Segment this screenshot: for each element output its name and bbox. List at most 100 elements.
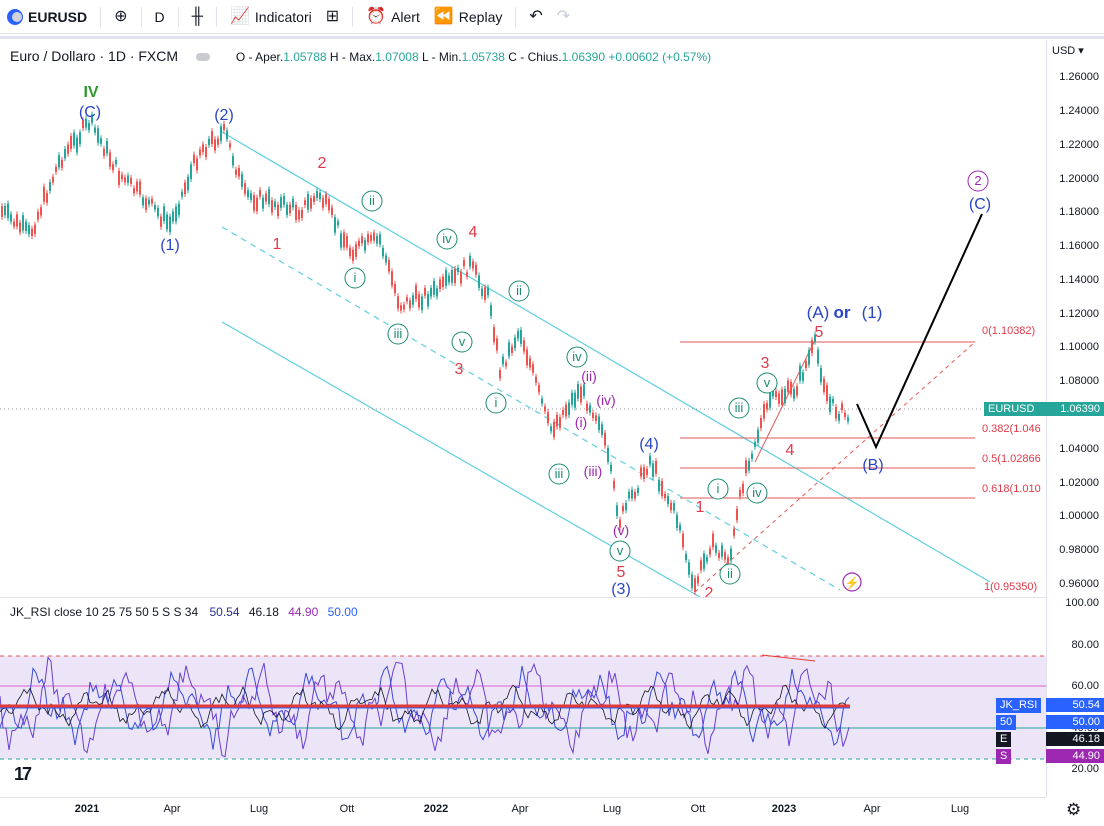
- candle-body: [787, 380, 789, 392]
- candle-body: [478, 275, 480, 288]
- indicators-button[interactable]: 📈 Indicatori: [223, 0, 319, 33]
- candle-body: [22, 215, 24, 231]
- candle-body: [475, 264, 477, 275]
- candle-body: [580, 386, 582, 403]
- candle-body: [523, 340, 525, 352]
- candle-body: [271, 200, 273, 213]
- chart-type-button[interactable]: ╫: [185, 0, 210, 33]
- wave-circle: [566, 346, 588, 368]
- candle-body: [259, 190, 261, 197]
- wave-red-2: 2: [318, 155, 327, 172]
- candle-body: [187, 176, 189, 191]
- visibility-toggle[interactable]: [195, 53, 210, 62]
- candle-body: [262, 197, 264, 209]
- candle-body: [166, 214, 168, 230]
- add-symbol-button[interactable]: ⊕: [107, 0, 134, 33]
- wave-red-4: 4: [469, 224, 478, 241]
- wave-circle-label: iv: [442, 231, 452, 246]
- candle-body: [517, 331, 519, 339]
- candle-body: [796, 386, 798, 396]
- candle-body: [811, 340, 813, 354]
- wave-circle-label: iii: [394, 326, 403, 341]
- low-value: 1.05738: [461, 50, 505, 64]
- wave-purple-label: (ii): [581, 368, 597, 384]
- grid-icon: ⊞: [325, 7, 340, 25]
- candle-body: [601, 424, 603, 435]
- current-symbol: EURUSD: [988, 403, 1035, 415]
- candle-body: [250, 193, 252, 200]
- price-tick: 1.24000: [1059, 105, 1099, 117]
- redo-button[interactable]: ↷: [550, 0, 577, 33]
- candle-body: [496, 338, 498, 351]
- candle-body: [493, 327, 495, 342]
- candle-body: [211, 131, 213, 145]
- time-tick: Apr: [511, 803, 529, 815]
- wave-1-paren: (1): [160, 237, 180, 254]
- candle-body: [421, 296, 423, 311]
- candle-body: [172, 211, 174, 222]
- candle-body: [58, 155, 60, 168]
- interval-button[interactable]: D: [148, 0, 172, 33]
- layouts-button[interactable]: ⊞: [319, 0, 346, 33]
- candle-body: [412, 295, 414, 305]
- candle-body: [739, 490, 741, 497]
- candle-body: [841, 403, 843, 411]
- pane-separator[interactable]: [0, 597, 1046, 598]
- rsi-name[interactable]: JK_RSI: [10, 605, 51, 619]
- candle-body: [748, 460, 750, 471]
- candle-body: [628, 491, 630, 499]
- candle-body: [589, 405, 591, 413]
- wave-circle: [707, 478, 729, 500]
- rsi-tick: 20.00: [1071, 763, 1099, 775]
- price-scale[interactable]: 1.26000 1.24000 1.22000 1.20000 1.18000 1.160…: [1046, 40, 1104, 797]
- settings-gear-icon[interactable]: ⚙: [1066, 800, 1082, 819]
- candle-body: [667, 496, 669, 505]
- candle-body: [460, 271, 462, 284]
- candle-body: [28, 225, 30, 235]
- legend-title[interactable]: Euro / Dollaro · 1D · FXCM: [10, 48, 179, 64]
- candle-body: [109, 152, 111, 167]
- symbol-search[interactable]: EURUSD: [0, 0, 94, 33]
- fib-label-618: 0.618(1.010: [982, 483, 1041, 495]
- candle-body: [448, 275, 450, 283]
- undo-button[interactable]: ↶: [522, 0, 549, 33]
- alert-button[interactable]: ⏰ Alert: [359, 0, 427, 33]
- candle-body: [847, 417, 849, 422]
- candle-body: [100, 138, 102, 144]
- candle-body: [604, 432, 606, 446]
- candle-body: [577, 383, 579, 399]
- wave-circle-label: iii: [735, 400, 744, 415]
- lightning-icon: ⚡: [845, 576, 860, 590]
- wave-circle-label: i: [495, 395, 498, 410]
- candle-body: [418, 294, 420, 308]
- wave-red-3b: 3: [761, 355, 770, 372]
- chart-canvas[interactable]: IV (C) (2) (1) 2 1 4 3 5 1 2 (4) (3) 3 4…: [0, 0, 1046, 797]
- wave-or: or: [834, 303, 851, 322]
- price-tick: 1.12000: [1059, 308, 1099, 320]
- candle-body: [562, 410, 564, 415]
- candle-body: [814, 334, 816, 342]
- wave-red-4b: 4: [786, 442, 795, 459]
- candle-body: [757, 429, 759, 443]
- event-marker[interactable]: [842, 572, 862, 592]
- candle-body: [64, 148, 66, 159]
- candle-body: [745, 460, 747, 474]
- wave-circle-label: v: [459, 334, 466, 349]
- rewind-icon: ⏪: [433, 7, 454, 25]
- candle-body: [835, 406, 837, 419]
- candle-body: [19, 222, 21, 233]
- replay-button[interactable]: ⏪ Replay: [427, 0, 510, 33]
- candle-body: [649, 455, 651, 465]
- candle-body: [355, 244, 357, 257]
- candle-body: [301, 209, 303, 219]
- tradingview-logo[interactable]: 17: [14, 764, 32, 784]
- candle-body: [376, 235, 378, 244]
- currency-selector[interactable]: USD ▾: [1052, 45, 1084, 57]
- toolbar-divider: [0, 36, 1104, 39]
- time-axis[interactable]: 2021 Apr Lug Ott 2022 Apr Lug Ott 2023 Apr Lug: [0, 797, 1046, 826]
- candle-body: [340, 233, 342, 248]
- candle-body: [754, 442, 756, 447]
- candle-body: [4, 205, 6, 216]
- candle-body: [394, 284, 396, 294]
- channel-mid: [221, 226, 841, 591]
